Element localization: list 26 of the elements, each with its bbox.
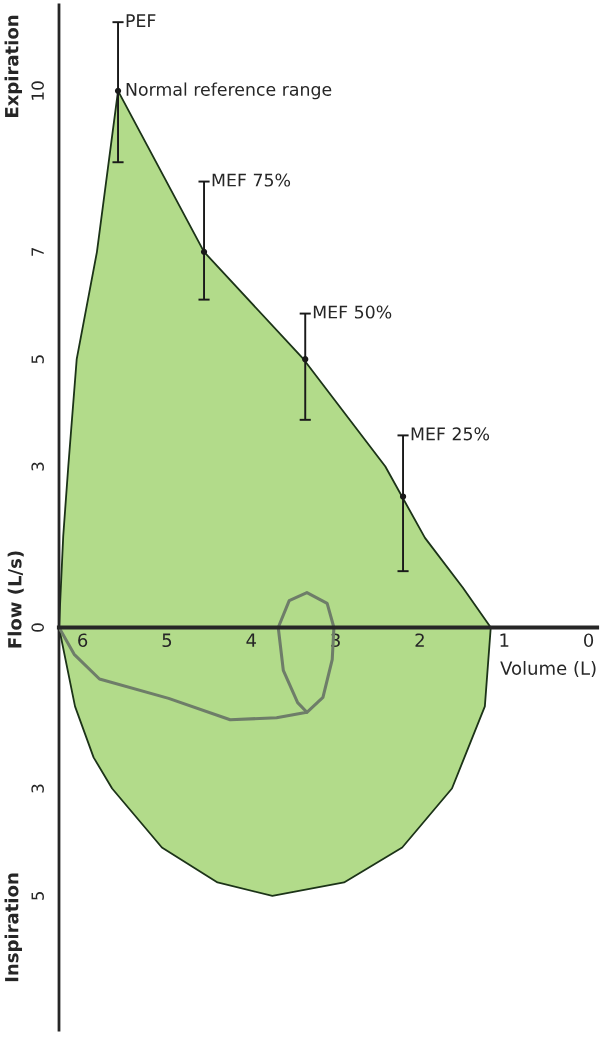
x-tick-label: 2 (415, 633, 424, 647)
text: Inspiration (4, 873, 23, 982)
annotation: MEF 75% (212, 173, 291, 187)
annotation: PEF (126, 14, 156, 27)
y-tick-label: 0 (31, 623, 44, 632)
point (200, 248, 208, 255)
y-tick-label: 5 (31, 891, 44, 900)
text: Expiration (4, 15, 23, 117)
annotation: Normal reference range (126, 82, 332, 100)
y-tick-label: 10 (31, 81, 44, 100)
y-tick-label: 5 (31, 355, 44, 364)
x-tick-label: 5 (162, 633, 172, 648)
x-tick-label: 1 (500, 633, 509, 647)
y-tick-label: 7 (31, 247, 44, 256)
annotation: MEF 50% (313, 305, 392, 319)
x-axis-title: Volume (L) (500, 661, 596, 678)
x-tick-label: 6 (78, 633, 88, 648)
annotation: MEF 25% (411, 427, 490, 441)
point (302, 356, 309, 363)
point (114, 87, 122, 94)
y-tick-label: 3 (31, 784, 44, 793)
x-tick-label: 4 (246, 633, 256, 647)
point (399, 493, 407, 500)
y-tick-label: 3 (31, 462, 44, 471)
y-axis-title: Flow (L/s) (7, 551, 24, 648)
x-tick-label: 0 (584, 633, 594, 648)
